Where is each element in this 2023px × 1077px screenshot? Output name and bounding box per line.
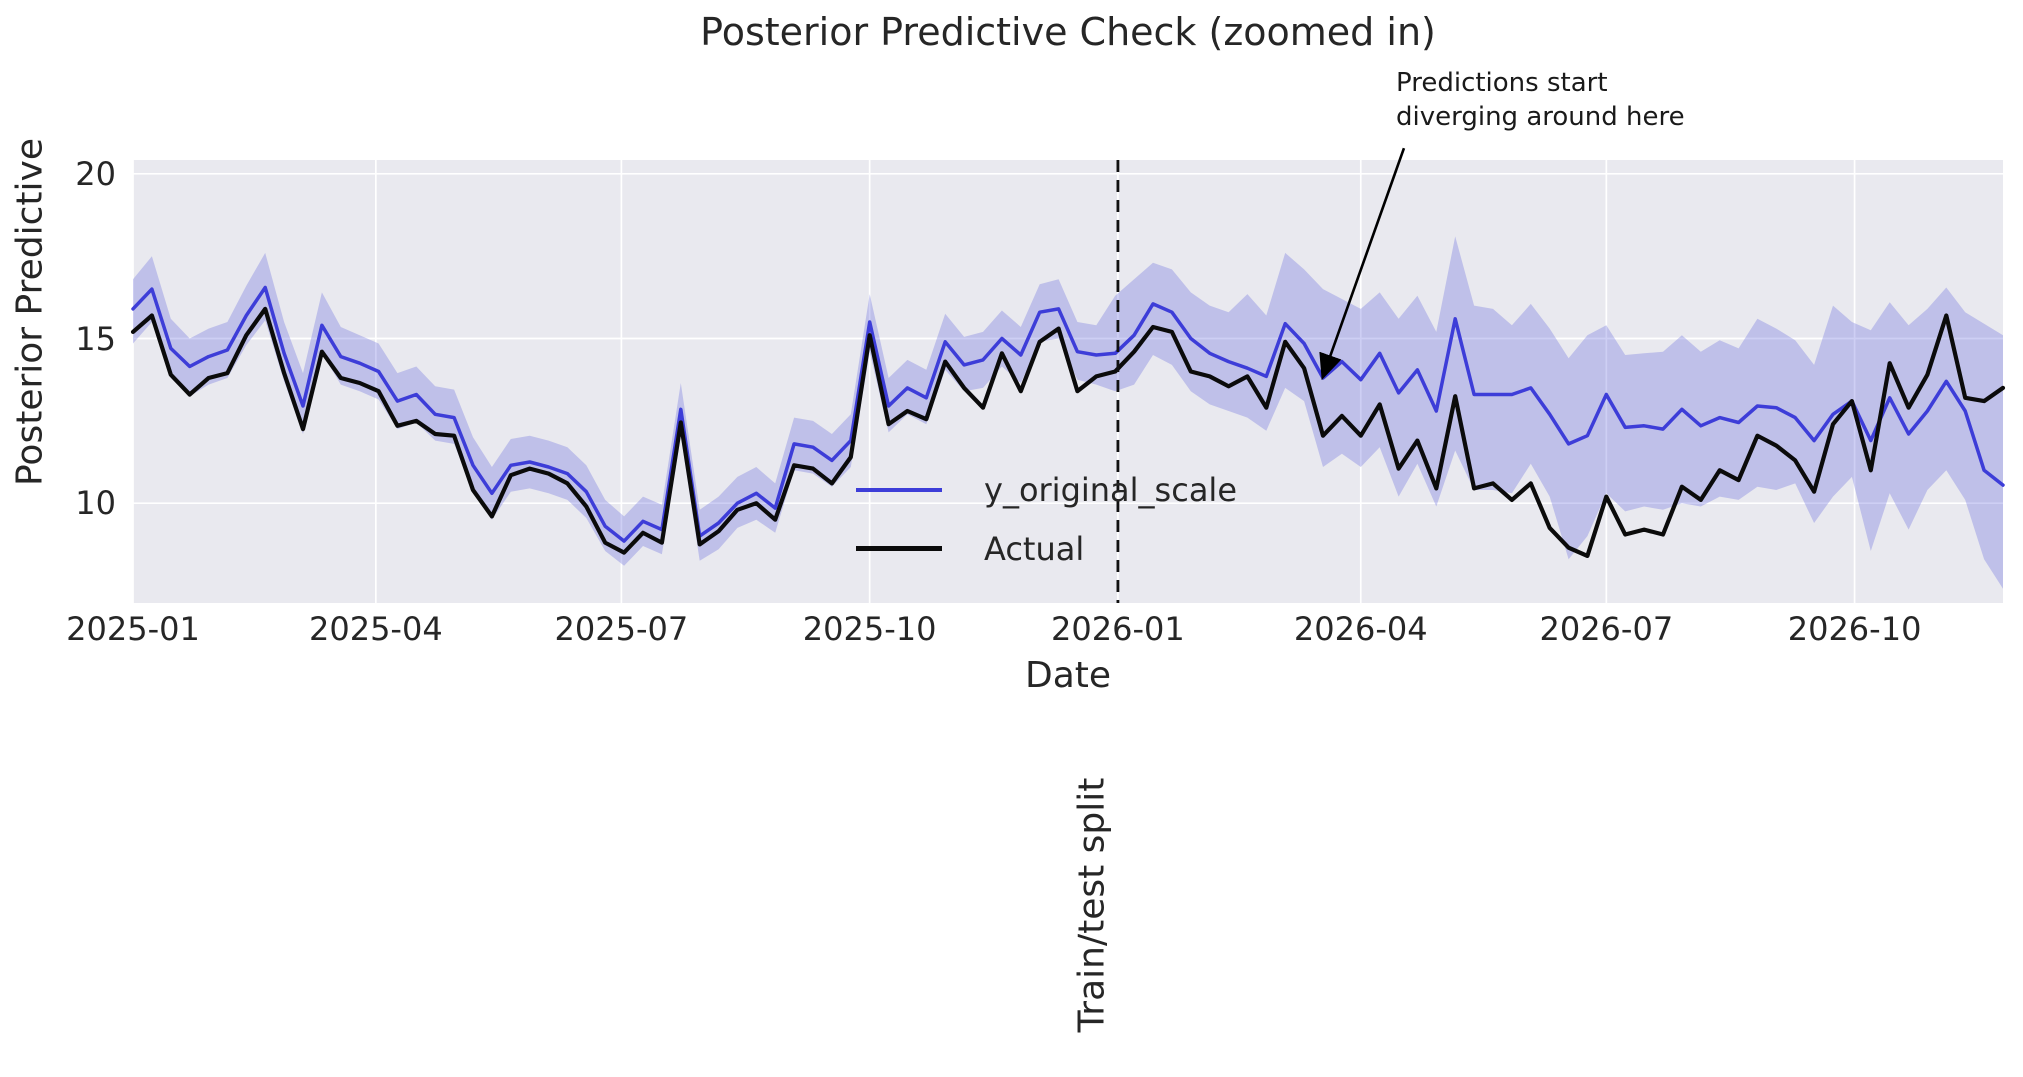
blue-line-sample-icon — [856, 487, 942, 492]
annotation-line-1: Predictions start — [1396, 68, 1608, 98]
annotation-line-2: diverging around here — [1396, 102, 1685, 132]
x-tick-label: 2025-04 — [308, 610, 443, 648]
y-tick-label: 15 — [75, 319, 116, 358]
train-test-split-label: Train/test split — [1071, 777, 1113, 1033]
legend-item-predicted: y_original_scale — [856, 460, 1237, 519]
y-tick-label: 10 — [75, 484, 116, 523]
x-axis-label: Date — [1024, 655, 1112, 696]
x-tick-label: 2025-01 — [66, 610, 200, 648]
x-tick-label: 2026-01 — [1051, 610, 1185, 648]
legend-item-actual: Actual — [856, 519, 1237, 578]
series-line-actual — [130, 306, 2006, 559]
x-tick-label: 2025-10 — [802, 610, 937, 648]
credible-band — [133, 236, 2003, 589]
annotation-arrow — [1319, 147, 1406, 381]
legend-label-predicted: y_original_scale — [984, 470, 1237, 509]
legend-label-actual: Actual — [984, 529, 1085, 568]
series-line-predicted — [131, 285, 2005, 543]
black-line-sample-icon — [856, 546, 942, 551]
x-tick-label: 2025-07 — [554, 610, 689, 648]
annotation-text: Predictions start diverging around here — [1396, 66, 1685, 134]
x-tick-label: 2026-04 — [1293, 610, 1428, 648]
y-tick-label: 20 — [75, 154, 116, 193]
chart-title: Posterior Predictive Check (zoomed in) — [700, 10, 1436, 54]
x-tick-label: 2026-10 — [1787, 610, 1922, 648]
x-tick-label: 2026-07 — [1539, 610, 1674, 648]
legend: y_original_scale Actual — [856, 460, 1237, 578]
